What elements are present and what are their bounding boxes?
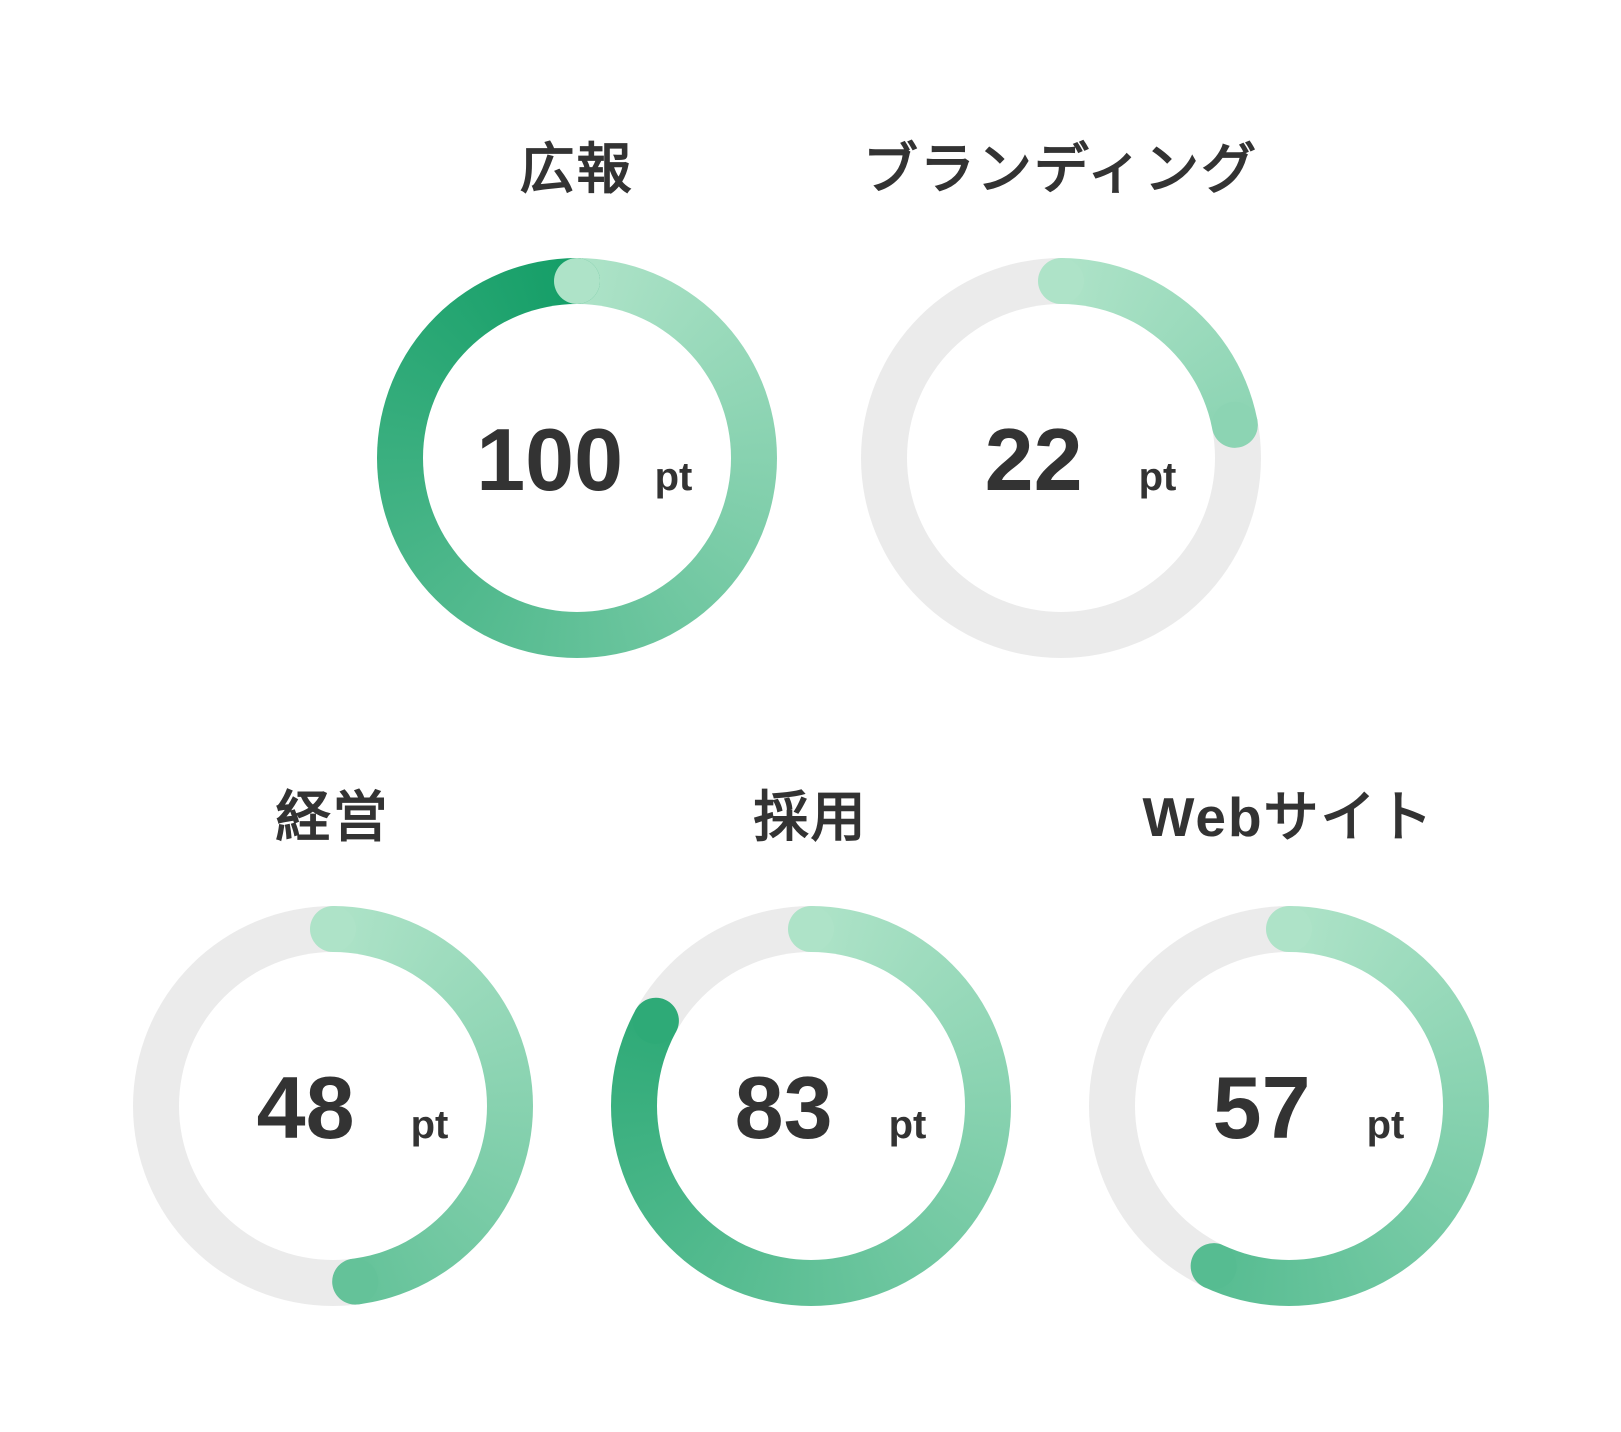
arc-start-cap	[1265, 906, 1312, 952]
gauge-unit-label: pt	[654, 455, 693, 499]
gauge-value: 100	[476, 410, 624, 509]
ring-hole: 57 pt	[1134, 952, 1443, 1260]
gauge-board: 広報 100 pt ブランディング 22 pt	[0, 130, 1621, 1308]
gauge-unit-label: pt	[1138, 455, 1177, 499]
arc-start-cap	[309, 906, 356, 952]
gauge-unit-label: pt	[410, 1103, 449, 1147]
gauge: 経営 48 pt	[132, 778, 533, 1308]
gauge-title: ブランディング	[862, 138, 1259, 200]
gauge-readout: 48 pt	[217, 1064, 449, 1152]
ring-hole: 48 pt	[178, 952, 487, 1260]
gauge: Webサイト 57 pt	[1088, 778, 1489, 1306]
gauge: 広報 100 pt	[376, 130, 777, 658]
gauge-value: 83	[734, 1058, 833, 1157]
gauge-row-top: 広報 100 pt ブランディング 22 pt	[8, 130, 1621, 658]
gauge-unit-label: pt	[1366, 1103, 1405, 1147]
gauge: 採用 83 pt	[610, 778, 1011, 1306]
donut-ring: 48 pt	[132, 906, 533, 1308]
gauge-readout: 83 pt	[695, 1064, 927, 1152]
gauge-readout: 57 pt	[1173, 1064, 1405, 1152]
arc-start-cap	[787, 906, 834, 952]
ring-hole: 100 pt	[422, 304, 731, 612]
gauge-readout: 100 pt	[461, 410, 693, 509]
gauge-title: 採用	[753, 786, 868, 848]
gauge-title: Webサイト	[1142, 786, 1435, 848]
gauge-title: 経営	[275, 786, 390, 848]
gauge-value: 48	[256, 1058, 355, 1157]
ring-hole: 22 pt	[906, 304, 1215, 612]
arc-start-cap	[1037, 258, 1084, 304]
donut-ring: 57 pt	[1088, 906, 1489, 1306]
gauge-readout: 22 pt	[945, 416, 1177, 504]
gauge-value: 57	[1212, 1058, 1311, 1157]
gauge-value: 22	[984, 410, 1083, 509]
donut-ring: 83 pt	[610, 906, 1011, 1306]
gauge-row-bottom: 経営 48 pt 採用 83 pt We	[0, 778, 1621, 1308]
arc-start-cap	[553, 258, 600, 304]
donut-ring: 22 pt	[860, 258, 1262, 658]
ring-hole: 83 pt	[656, 952, 965, 1260]
gauge: ブランディング 22 pt	[860, 130, 1262, 658]
gauge-unit-label: pt	[888, 1103, 927, 1147]
donut-ring: 100 pt	[376, 258, 777, 658]
gauge-title: 広報	[519, 138, 634, 200]
